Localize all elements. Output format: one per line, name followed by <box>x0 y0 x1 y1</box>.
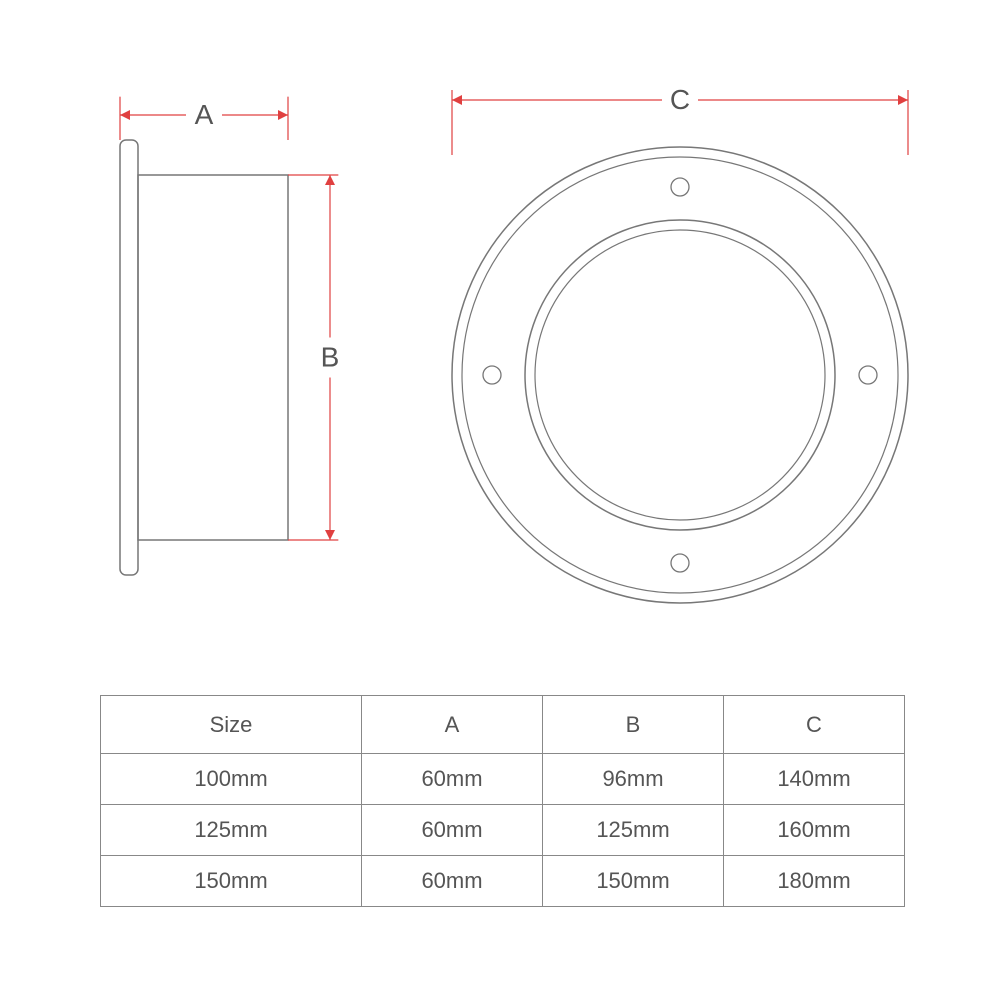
table-row: 150mm60mm150mm180mm <box>101 856 905 907</box>
table-cell: 60mm <box>362 856 543 907</box>
dim-label-c: C <box>670 84 690 115</box>
table-header: B <box>543 696 724 754</box>
table-cell: 150mm <box>101 856 362 907</box>
table-header: C <box>724 696 905 754</box>
table-cell: 180mm <box>724 856 905 907</box>
dim-label-a: A <box>195 99 214 130</box>
diagram-container: ABC SizeABC100mm60mm96mm140mm125mm60mm12… <box>0 0 1001 1001</box>
dim-label-b: B <box>321 342 340 373</box>
table-header: A <box>362 696 543 754</box>
table-cell: 100mm <box>101 754 362 805</box>
table-row: 125mm60mm125mm160mm <box>101 805 905 856</box>
table-header: Size <box>101 696 362 754</box>
table-cell: 60mm <box>362 754 543 805</box>
table-cell: 125mm <box>543 805 724 856</box>
table-cell: 125mm <box>101 805 362 856</box>
table-cell: 150mm <box>543 856 724 907</box>
table-cell: 60mm <box>362 805 543 856</box>
dimension-table: SizeABC100mm60mm96mm140mm125mm60mm125mm1… <box>100 695 905 907</box>
table-row: 100mm60mm96mm140mm <box>101 754 905 805</box>
table-cell: 140mm <box>724 754 905 805</box>
table-cell: 160mm <box>724 805 905 856</box>
table-cell: 96mm <box>543 754 724 805</box>
